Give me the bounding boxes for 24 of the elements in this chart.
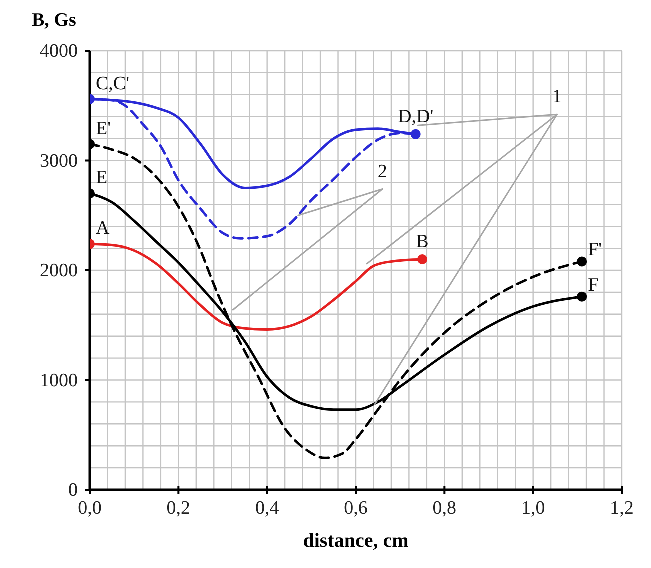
x-tick-label: 0,4 — [255, 498, 280, 519]
y-tick-label: 0 — [68, 480, 78, 501]
y-tick-label: 2000 — [40, 260, 78, 282]
annotation: C,C' — [96, 73, 130, 94]
annotation: A — [96, 218, 110, 240]
x-tick-label: 1,0 — [521, 498, 546, 519]
x-tick-label: 0,8 — [432, 498, 457, 519]
annotation: F — [588, 274, 599, 296]
annotation: E — [96, 168, 108, 189]
annotation: F' — [588, 240, 602, 261]
x-tick-label: 0,0 — [78, 498, 102, 519]
annotation: 2 — [378, 161, 388, 182]
annotation: E' — [96, 118, 112, 140]
x-tick-label: 1,2 — [610, 498, 634, 519]
y-tick-label: 1000 — [40, 370, 78, 392]
x-axis-title: distance, cm — [302, 530, 410, 553]
y-axis-title: B, Gs — [32, 10, 76, 32]
x-tick-label: 0,2 — [166, 498, 191, 519]
y-tick-label: 4000 — [40, 41, 78, 62]
x-tick-label: 0,6 — [344, 498, 368, 519]
y-tick-label: 3000 — [40, 150, 78, 172]
annotation: 1 — [552, 86, 562, 108]
annotation: D,D' — [398, 106, 434, 128]
annotation: B — [416, 232, 429, 253]
